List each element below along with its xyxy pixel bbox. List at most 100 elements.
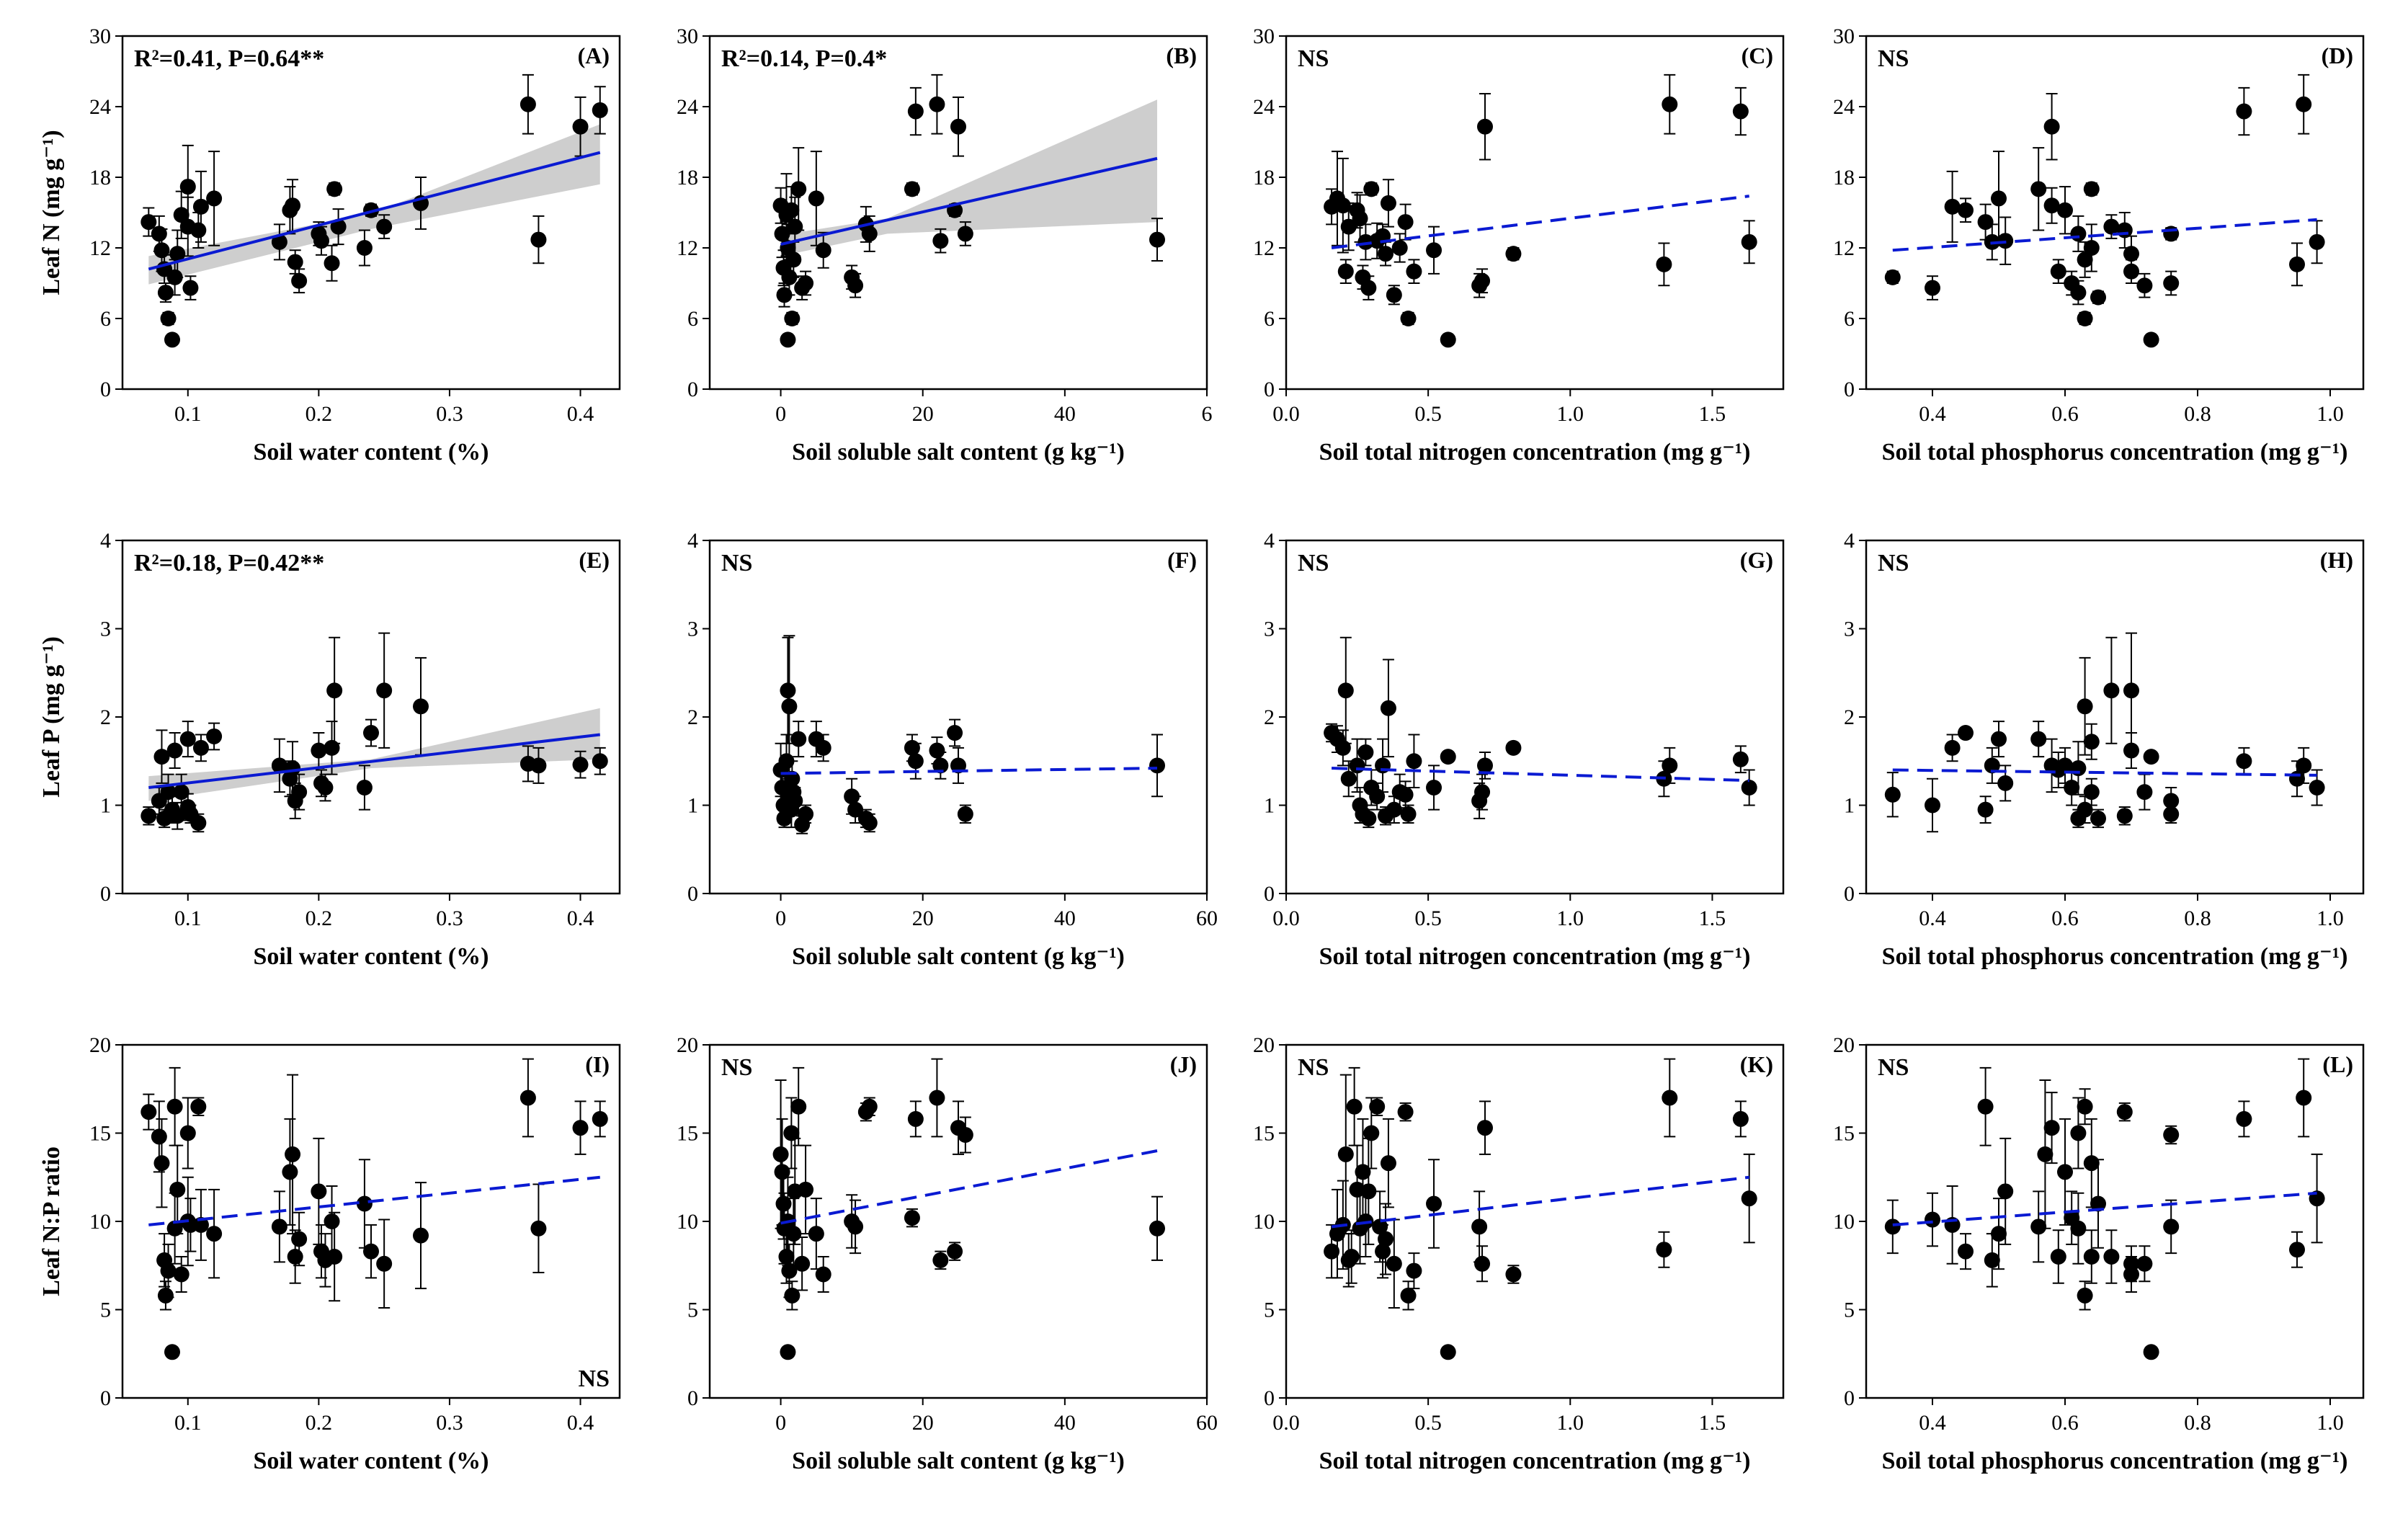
- data-point: [1997, 1183, 2014, 1200]
- data-point: [326, 181, 343, 197]
- data-point: [376, 682, 393, 699]
- data-point: [1400, 1287, 1417, 1304]
- data-point: [206, 1226, 223, 1242]
- data-point: [815, 242, 831, 259]
- data-point: [1363, 1125, 1380, 1141]
- stat-annotation: NS: [1878, 1054, 1909, 1081]
- y-tick-label: 10: [677, 1210, 698, 1234]
- x-tick-label: 1.0: [2316, 906, 2344, 930]
- x-tick-label: 1.0: [1557, 402, 1584, 426]
- data-point: [798, 275, 814, 291]
- y-tick-label: 10: [1833, 1210, 1855, 1234]
- regression-line: [1892, 218, 2317, 252]
- data-point: [904, 181, 920, 197]
- data-point: [957, 226, 973, 242]
- data-point: [572, 118, 589, 135]
- data-point: [356, 240, 373, 256]
- data-point: [929, 742, 945, 759]
- data-point: [2083, 1155, 2100, 1172]
- data-point: [2030, 181, 2047, 197]
- data-point: [592, 102, 608, 118]
- stat-annotation: NS: [1298, 45, 1329, 72]
- x-tick-label: 20: [912, 1411, 934, 1435]
- data-point: [326, 682, 343, 699]
- confidence-band: [780, 99, 1157, 257]
- data-point: [2123, 263, 2139, 280]
- data-point: [907, 1110, 924, 1127]
- data-point: [2116, 1104, 2133, 1121]
- x-axis-title: Soil total phosphorus concentration (mg …: [1882, 943, 2348, 970]
- panel-label: (C): [1742, 43, 1773, 68]
- plot-area: [1884, 632, 2325, 833]
- data-point: [1977, 1098, 1994, 1115]
- x-tick-label: 0.1: [174, 402, 202, 426]
- x-tick-label: 0.0: [1272, 906, 1300, 930]
- plot-frame: [1865, 35, 2365, 391]
- x-tick-label: 0.1: [174, 906, 202, 930]
- x-tick-label: 0.0: [1272, 1411, 1300, 1435]
- y-tick-label: 20: [1833, 1033, 1855, 1057]
- data-point: [2289, 1242, 2305, 1258]
- data-point: [2116, 808, 2133, 824]
- data-point: [1656, 1242, 1672, 1258]
- data-point: [530, 757, 547, 774]
- data-point: [1477, 757, 1493, 774]
- y-tick-label: 1: [1844, 794, 1855, 818]
- plot-area: [1324, 73, 1757, 348]
- x-axis-title: Soil total phosphorus concentration (mg …: [1882, 439, 2348, 465]
- data-point: [192, 739, 209, 756]
- data-point: [1372, 1219, 1388, 1235]
- data-point: [1662, 1090, 1678, 1106]
- data-point: [1369, 788, 1386, 805]
- x-tick-label: 1.5: [1699, 906, 1726, 930]
- panel-label: (K): [1740, 1051, 1773, 1077]
- data-point: [2296, 1090, 2312, 1106]
- data-point: [190, 222, 207, 239]
- y-tick-label: 1: [687, 794, 698, 818]
- data-point: [291, 1231, 308, 1247]
- x-axis-title: Soil total phosphorus concentration (mg …: [1882, 1448, 2348, 1474]
- x-tick-label: 20: [912, 906, 934, 930]
- data-point: [169, 246, 186, 262]
- data-point: [2103, 682, 2120, 699]
- data-point: [1391, 240, 1408, 256]
- data-point: [166, 269, 183, 285]
- y-tick-label: 20: [89, 1033, 111, 1057]
- stat-annotation: NS: [1878, 45, 1909, 72]
- data-point: [2090, 1195, 2106, 1212]
- data-point: [324, 1213, 340, 1229]
- data-point: [1958, 1243, 1974, 1260]
- data-point: [1977, 801, 1994, 818]
- data-point: [1397, 214, 1414, 231]
- data-point: [1363, 181, 1380, 197]
- data-point: [2136, 784, 2153, 801]
- data-point: [1324, 1243, 1340, 1260]
- data-point: [2163, 793, 2180, 809]
- plot-frame: [708, 539, 1208, 895]
- y-tick-label: 0: [100, 1386, 111, 1410]
- plot-frame: [708, 35, 1208, 391]
- data-point: [1357, 744, 1374, 760]
- data-point: [141, 808, 157, 824]
- data-point: [363, 1243, 379, 1260]
- data-point: [2289, 256, 2305, 272]
- data-point: [778, 1249, 795, 1265]
- data-point: [160, 1262, 177, 1279]
- data-point: [1380, 1155, 1396, 1172]
- data-point: [2050, 263, 2066, 280]
- regression-line: [780, 156, 1158, 246]
- data-point: [2083, 1249, 2100, 1265]
- data-point: [2043, 197, 2060, 214]
- data-point: [1400, 806, 1417, 822]
- data-point: [1360, 810, 1377, 827]
- y-tick-label: 15: [1253, 1122, 1275, 1146]
- plot-frame: [1285, 35, 1785, 391]
- y-tick-label: 0: [687, 1386, 698, 1410]
- stat-annotation: R²=0.18, P=0.42**: [134, 550, 324, 576]
- plot-area: [141, 73, 608, 348]
- data-point: [2070, 1220, 2087, 1237]
- data-point: [363, 725, 379, 741]
- x-axis-title: Soil soluble salt content (g kg⁻¹): [792, 439, 1125, 465]
- y-tick-label: 5: [687, 1298, 698, 1322]
- y-tick-label: 2: [687, 705, 698, 729]
